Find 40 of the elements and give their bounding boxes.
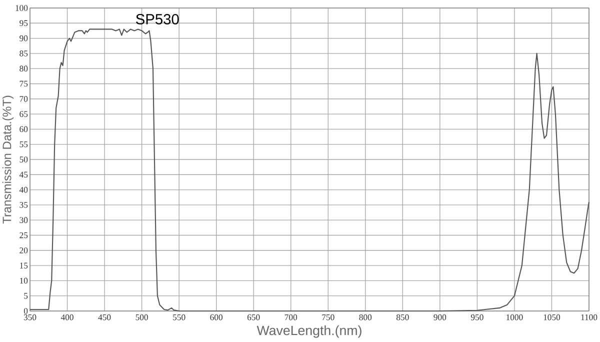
y-tick-label: 60 [20,126,28,132]
x-tick-label: 1000 [506,314,523,320]
x-tick-label: 550 [173,314,186,320]
y-tick-label: 30 [20,217,28,224]
y-axis-title: Transmission Data.(%T) [2,96,14,224]
annotation: SP530 [136,14,179,24]
y-tick-label: 90 [20,35,28,42]
x-axis-title: WaveLength.(nm) [256,325,362,338]
x-tick-label: 850 [396,314,409,320]
y-tick-label: 25 [20,232,28,238]
x-tick-label: 800 [359,314,372,320]
y-tick-label: 55 [20,141,28,148]
y-tick-label: 85 [20,50,28,56]
y-tick-label: 15 [20,262,28,268]
x-tick-label: 400 [60,314,74,320]
x-tick-label: 1050 [544,314,560,320]
x-tick-label: 600 [210,314,222,320]
y-tick-label: 70 [20,96,28,102]
y-tick-label: 75 [20,80,28,87]
x-tick-label: 750 [322,314,334,320]
y-tick-label: 50 [20,156,28,162]
x-tick-label: 450 [98,314,111,320]
x-tick-label: 350 [24,314,36,320]
y-tick-label: 80 [20,66,28,72]
y-tick-label: 95 [20,20,28,26]
y-tick-label: 65 [20,111,28,117]
x-tick-label: 500 [136,314,148,320]
x-tick-label: 650 [247,314,260,320]
x-tick-label: 700 [284,314,298,320]
y-tick-label: 45 [19,172,28,178]
y-tick-label: 5 [24,292,28,299]
y-tick-label: 35 [20,202,28,208]
y-tick-label: 40 [19,186,28,193]
y-tick-label: 100 [16,5,28,11]
x-tick-label: 1100 [581,314,598,320]
y-tick-label: 0 [24,308,28,314]
x-tick-label: 900 [434,314,446,320]
y-tick-label: 20 [20,247,28,254]
y-tick-label: 10 [20,278,28,284]
x-tick-label: 950 [470,314,484,320]
